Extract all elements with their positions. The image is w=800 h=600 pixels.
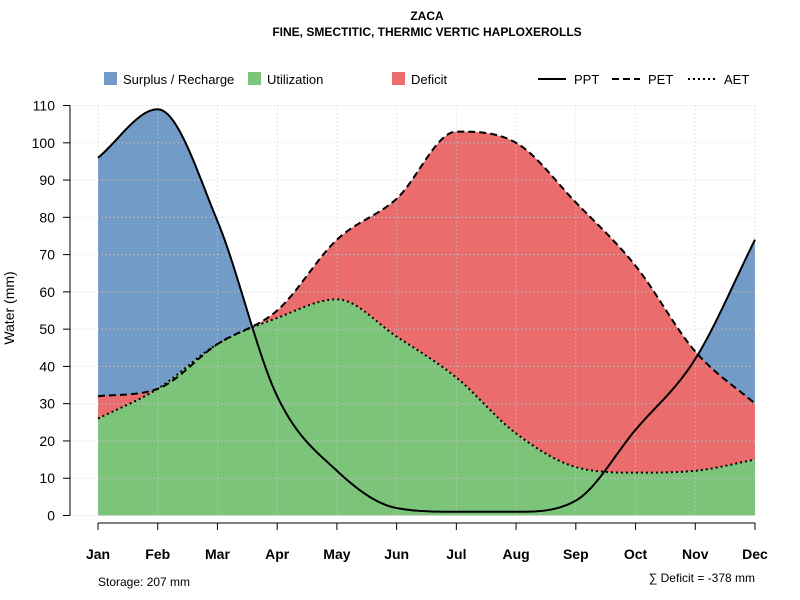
y-tick-label: 30	[39, 396, 55, 412]
series-line-pet	[97, 130, 756, 405]
y-axis-title: Water (mm)	[1, 271, 17, 344]
legend-label-utilization: Utilization	[267, 72, 323, 87]
legend-label-deficit: Deficit	[411, 72, 448, 87]
area-deficit	[98, 131, 755, 473]
legend: Surplus / Recharge Utilization Deficit P…	[104, 72, 749, 87]
x-tick-label: Feb	[145, 546, 170, 562]
y-tick-label: 90	[39, 172, 55, 188]
legend-label-aet: AET	[724, 72, 749, 87]
x-tick-label: Apr	[265, 546, 290, 562]
area-surplus-recharge-overlay	[98, 109, 755, 472]
legend-swatch-utilization	[248, 72, 261, 85]
x-tick-label: Mar	[205, 546, 230, 562]
y-tick-label: 0	[47, 508, 55, 524]
chart-subtitle: FINE, SMECTITIC, THERMIC VERTIC HAPLOXER…	[272, 25, 581, 39]
axes: 0 10 20 30 40 50 60 70 80 90 100 110 Jan Feb Mar Apr May…	[32, 98, 768, 562]
legend-label-ppt: PPT	[574, 72, 599, 87]
storage-annotation: Storage: 207 mm	[98, 575, 190, 589]
y-tick-label: 70	[39, 247, 55, 263]
y-tick-label: 80	[39, 209, 55, 225]
x-tick-label: Jul	[446, 546, 466, 562]
x-tick-label: Oct	[624, 546, 648, 562]
x-tick-label: Sep	[563, 546, 589, 562]
area-layer	[98, 109, 755, 516]
line-layer	[97, 108, 756, 513]
grid	[70, 105, 757, 516]
y-tick-label: 50	[39, 321, 55, 337]
y-tick-label: 20	[39, 433, 55, 449]
x-tick-label: Dec	[742, 546, 768, 562]
x-tick-label: Nov	[682, 546, 709, 562]
legend-swatch-deficit	[392, 72, 405, 85]
series-line-aet	[97, 298, 756, 474]
x-tick-label: Aug	[502, 546, 529, 562]
y-tick-label: 100	[32, 135, 56, 151]
x-tick-label: May	[323, 546, 350, 562]
y-tick-label: 60	[39, 284, 55, 300]
y-tick-label: 110	[33, 98, 56, 114]
series-line-ppt	[97, 108, 756, 513]
legend-label-surplus: Surplus / Recharge	[123, 72, 234, 87]
legend-swatch-surplus	[104, 72, 117, 85]
y-tick-label: 40	[39, 358, 55, 374]
x-tick-label: Jan	[86, 546, 110, 562]
legend-label-pet: PET	[648, 72, 673, 87]
y-tick-label: 10	[39, 470, 55, 486]
area-utilization	[98, 299, 755, 516]
x-tick-label: Jun	[384, 546, 409, 562]
chart-title: ZACA	[410, 9, 444, 23]
deficit-annotation: ∑ Deficit = -378 mm	[649, 571, 755, 585]
